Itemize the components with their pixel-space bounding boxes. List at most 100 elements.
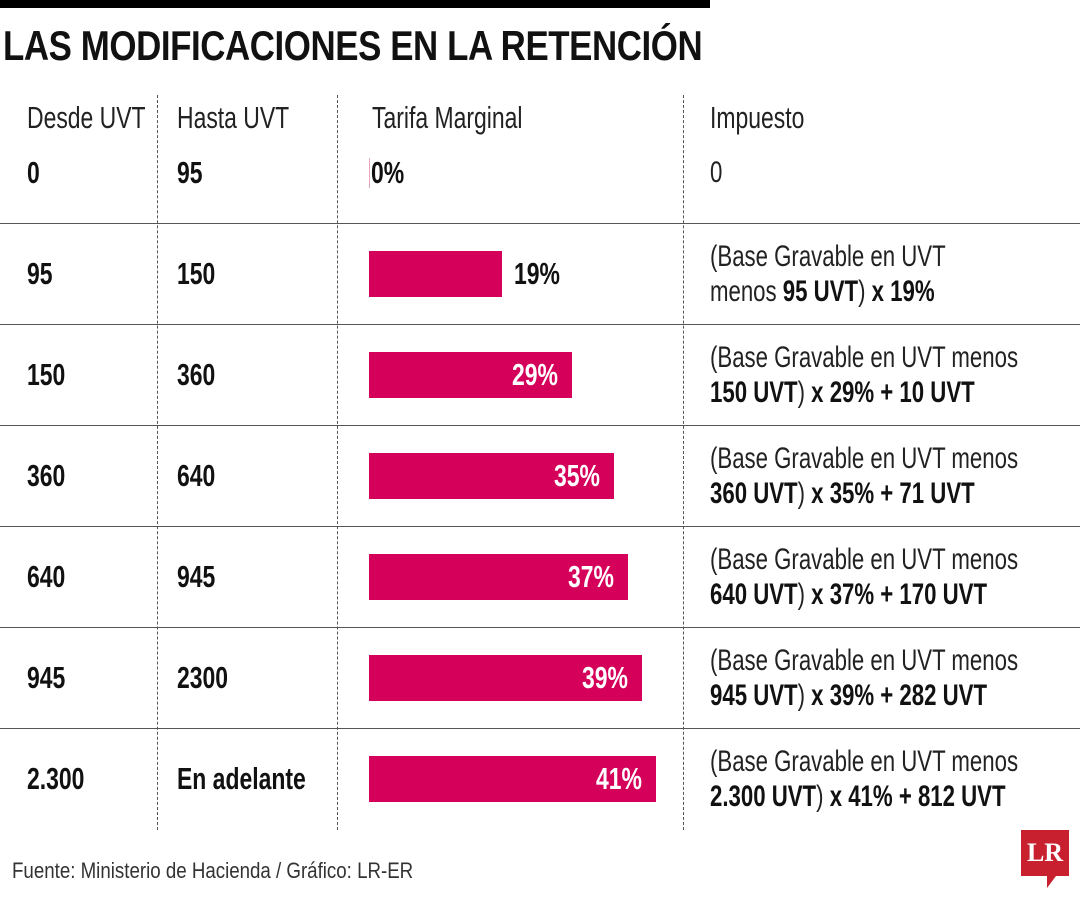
lr-logo-tail bbox=[1047, 876, 1056, 888]
tarifa-bar bbox=[369, 452, 614, 499]
impuesto-part: ) bbox=[797, 375, 806, 409]
impuesto-line: (Base Gravable en UVT menos bbox=[710, 542, 1080, 577]
impuesto-line-text: 2.300 UVT) x 41% + 812 UVT bbox=[710, 779, 1006, 814]
impuesto-part: (Base Gravable en UVT menos bbox=[710, 542, 1019, 576]
column-divider bbox=[337, 95, 338, 830]
hasta-cell: 150 bbox=[177, 256, 229, 292]
header-tarifa-text: Tarifa Marginal bbox=[372, 100, 523, 135]
impuesto-part: ) bbox=[797, 476, 806, 510]
impuesto-line-text: (Base Gravable en UVT bbox=[710, 239, 946, 274]
impuesto-line: 0 bbox=[710, 155, 727, 190]
impuesto-part: (Base Gravable en UVT bbox=[710, 239, 946, 273]
impuesto-line: (Base Gravable en UVT menos bbox=[710, 441, 1080, 476]
header-tarifa: Tarifa Marginal bbox=[372, 100, 575, 136]
header-hasta-text: Hasta UVT bbox=[177, 100, 290, 135]
desde-cell-text: 2.300 bbox=[27, 760, 85, 796]
desde-cell-text: 0 bbox=[27, 155, 40, 190]
top-rule bbox=[0, 0, 710, 8]
impuesto-line-text: 640 UVT) x 37% + 170 UVT bbox=[710, 577, 987, 612]
impuesto-line: 640 UVT) x 37% + 170 UVT bbox=[710, 577, 1080, 612]
tarifa-label-text: 35% bbox=[554, 457, 600, 493]
desde-cell: 945 bbox=[27, 660, 79, 696]
desde-cell: 360 bbox=[27, 458, 79, 494]
impuesto-line-text: menos 95 UVT) x 19% bbox=[710, 274, 935, 309]
tarifa-label: 41% bbox=[596, 761, 658, 797]
row-divider bbox=[0, 526, 1080, 527]
impuesto-line-text: (Base Gravable en UVT menos bbox=[710, 441, 1018, 476]
impuesto-cell: (Base Gravable en UVT menos 945 UVT) x 39… bbox=[710, 643, 1080, 713]
hasta-cell-text: 95 bbox=[177, 155, 203, 190]
tarifa-bar bbox=[369, 250, 502, 297]
impuesto-bold-part: 360 UVT bbox=[710, 476, 798, 510]
impuesto-part: ) bbox=[858, 274, 866, 308]
hasta-cell-text: 360 bbox=[177, 356, 216, 392]
impuesto-line: (Base Gravable en UVT menos bbox=[710, 340, 1080, 375]
impuesto-line: (Base Gravable en UVT menos bbox=[710, 643, 1080, 678]
impuesto-line: 2.300 UVT) x 41% + 812 UVT bbox=[710, 779, 1080, 814]
tarifa-bar bbox=[369, 351, 572, 398]
impuesto-cell: (Base Gravable en UVT menos 640 UVT) x 37… bbox=[710, 542, 1080, 612]
desde-cell-text: 640 bbox=[27, 558, 66, 594]
impuesto-line: 945 UVT) x 39% + 282 UVT bbox=[710, 678, 1080, 713]
impuesto-line-text: 150 UVT) x 29% + 10 UVT bbox=[710, 375, 975, 410]
row-divider bbox=[0, 223, 1080, 224]
impuesto-line: 360 UVT) x 35% + 71 UVT bbox=[710, 476, 1080, 511]
impuesto-cell: (Base Gravable en UVT menos 95 UVT) x 19% bbox=[710, 239, 1028, 309]
desde-cell: 150 bbox=[27, 357, 79, 393]
impuesto-line: 150 UVT) x 29% + 10 UVT bbox=[710, 375, 1080, 410]
header-impuesto-text: Impuesto bbox=[710, 100, 805, 135]
title-text: LAS MODIFICACIONES EN LA RETENCIÓN bbox=[3, 22, 703, 69]
tarifa-label: 0% bbox=[371, 155, 416, 191]
impuesto-line-text: (Base Gravable en UVT menos bbox=[710, 643, 1018, 678]
impuesto-line-text: (Base Gravable en UVT menos bbox=[710, 744, 1018, 779]
impuesto-bold-part: x 19% bbox=[865, 274, 935, 308]
impuesto-line-text: 360 UVT) x 35% + 71 UVT bbox=[710, 476, 975, 511]
tarifa-label-text: 41% bbox=[596, 760, 642, 796]
tarifa-label: 19% bbox=[514, 256, 576, 292]
desde-cell: 95 bbox=[27, 256, 61, 292]
hasta-cell-text: 640 bbox=[177, 457, 216, 493]
impuesto-part: (Base Gravable en UVT menos bbox=[710, 441, 1019, 475]
header-impuesto: Impuesto bbox=[710, 100, 838, 136]
impuesto-cell: 0 bbox=[710, 155, 727, 190]
header-hasta: Hasta UVT bbox=[177, 100, 329, 136]
tarifa-label-text: 29% bbox=[512, 356, 558, 392]
impuesto-bold-part: 2.300 UVT bbox=[710, 779, 817, 813]
source-note: Fuente: Ministerio de Hacienda / Gráfico… bbox=[12, 858, 484, 884]
impuesto-part: ) bbox=[797, 577, 806, 611]
impuesto-line: menos 95 UVT) x 19% bbox=[710, 274, 1028, 309]
impuesto-part: ) bbox=[816, 779, 824, 813]
lr-logo: LR bbox=[1021, 830, 1069, 876]
impuesto-bold-part: x 41% + 812 UVT bbox=[823, 779, 1006, 813]
impuesto-bold-part: x 29% + 10 UVT bbox=[805, 375, 975, 409]
impuesto-bold-part: x 37% + 170 UVT bbox=[805, 577, 988, 611]
desde-cell: 2.300 bbox=[27, 761, 105, 797]
hasta-cell-text: 2300 bbox=[177, 659, 229, 695]
hasta-cell: 2300 bbox=[177, 660, 246, 696]
desde-cell-text: 945 bbox=[27, 659, 66, 695]
hasta-cell-text: 150 bbox=[177, 255, 216, 291]
impuesto-cell: (Base Gravable en UVT menos 360 UVT) x 35… bbox=[710, 441, 1080, 511]
tarifa-label-text: 0% bbox=[371, 155, 405, 190]
impuesto-line-text: 0 bbox=[710, 155, 722, 190]
header-desde-text: Desde UVT bbox=[27, 100, 146, 135]
column-divider bbox=[683, 95, 684, 830]
impuesto-line: (Base Gravable en UVT menos bbox=[710, 744, 1080, 779]
impuesto-part: ) bbox=[797, 678, 806, 712]
hasta-cell: En adelante bbox=[177, 761, 351, 797]
row-divider bbox=[0, 425, 1080, 426]
impuesto-line: (Base Gravable en UVT bbox=[710, 239, 1028, 274]
header-desde: Desde UVT bbox=[27, 100, 187, 136]
column-divider bbox=[157, 95, 158, 830]
desde-cell-text: 360 bbox=[27, 457, 66, 493]
tarifa-label: 39% bbox=[582, 660, 644, 696]
desde-cell-text: 95 bbox=[27, 255, 53, 291]
impuesto-part: (Base Gravable en UVT menos bbox=[710, 340, 1019, 374]
tarifa-label: 35% bbox=[554, 458, 616, 494]
tarifa-bar bbox=[369, 654, 642, 701]
desde-cell: 0 bbox=[27, 155, 44, 191]
impuesto-part: (Base Gravable en UVT menos bbox=[710, 744, 1019, 778]
tarifa-label-text: 19% bbox=[514, 255, 560, 291]
tarifa-label: 29% bbox=[512, 357, 574, 393]
impuesto-line-text: 945 UVT) x 39% + 282 UVT bbox=[710, 678, 987, 713]
